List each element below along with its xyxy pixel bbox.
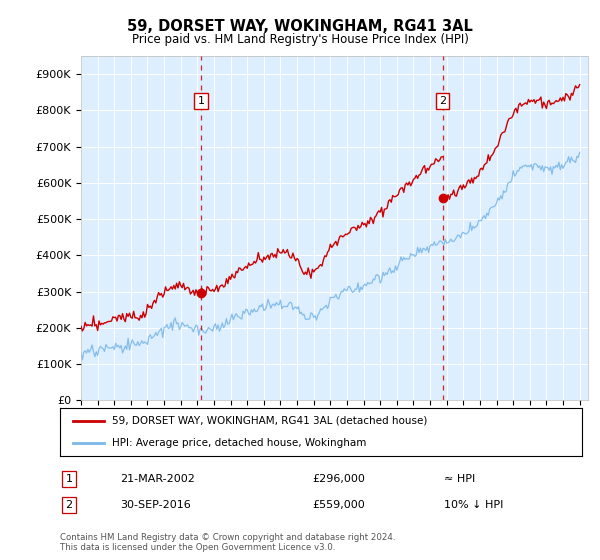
Text: ≈ HPI: ≈ HPI xyxy=(444,474,475,484)
Text: 1: 1 xyxy=(65,474,73,484)
Text: 59, DORSET WAY, WOKINGHAM, RG41 3AL (detached house): 59, DORSET WAY, WOKINGHAM, RG41 3AL (det… xyxy=(112,416,428,426)
Text: 2: 2 xyxy=(65,500,73,510)
Text: Contains HM Land Registry data © Crown copyright and database right 2024.: Contains HM Land Registry data © Crown c… xyxy=(60,533,395,542)
Text: 59, DORSET WAY, WOKINGHAM, RG41 3AL: 59, DORSET WAY, WOKINGHAM, RG41 3AL xyxy=(127,20,473,34)
Text: This data is licensed under the Open Government Licence v3.0.: This data is licensed under the Open Gov… xyxy=(60,543,335,552)
Text: £296,000: £296,000 xyxy=(312,474,365,484)
Text: 30-SEP-2016: 30-SEP-2016 xyxy=(120,500,191,510)
Text: £559,000: £559,000 xyxy=(312,500,365,510)
Text: 1: 1 xyxy=(197,96,205,106)
Text: 10% ↓ HPI: 10% ↓ HPI xyxy=(444,500,503,510)
Text: 2: 2 xyxy=(439,96,446,106)
Text: HPI: Average price, detached house, Wokingham: HPI: Average price, detached house, Woki… xyxy=(112,438,367,448)
Text: Price paid vs. HM Land Registry's House Price Index (HPI): Price paid vs. HM Land Registry's House … xyxy=(131,32,469,46)
Text: 21-MAR-2002: 21-MAR-2002 xyxy=(120,474,195,484)
